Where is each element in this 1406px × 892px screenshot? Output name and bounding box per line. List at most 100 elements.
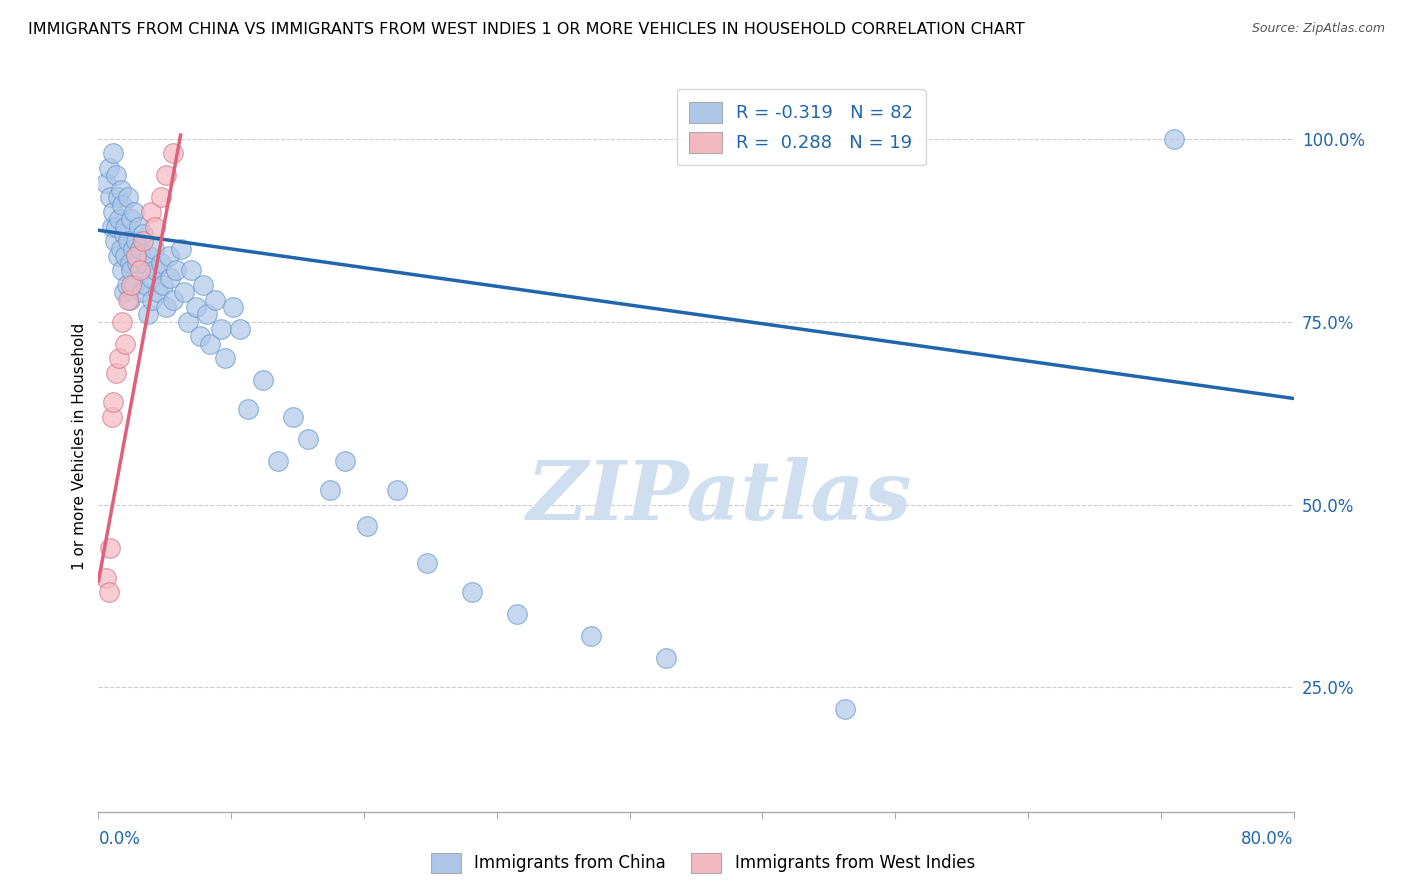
Point xyxy=(214,351,236,366)
Point xyxy=(356,519,378,533)
Point xyxy=(97,585,120,599)
Point xyxy=(319,483,342,497)
Point xyxy=(188,329,211,343)
Text: ZIPatlas: ZIPatlas xyxy=(527,458,912,537)
Point xyxy=(506,607,529,622)
Point xyxy=(281,409,304,424)
Point xyxy=(107,190,129,204)
Point xyxy=(98,190,122,204)
Point xyxy=(162,293,184,307)
Point xyxy=(150,190,173,204)
Point xyxy=(124,278,146,293)
Point xyxy=(97,161,120,175)
Point xyxy=(127,256,149,270)
Point xyxy=(155,169,177,183)
Point xyxy=(165,263,187,277)
Point xyxy=(114,336,136,351)
Text: 0.0%: 0.0% xyxy=(98,830,141,848)
Point xyxy=(118,293,141,307)
Point xyxy=(101,219,124,234)
Point xyxy=(117,190,139,204)
Point xyxy=(114,219,136,234)
Point xyxy=(105,219,128,234)
Legend: R = -0.319   N = 82, R =  0.288   N = 19: R = -0.319 N = 82, R = 0.288 N = 19 xyxy=(676,89,927,165)
Point xyxy=(105,169,128,183)
Point xyxy=(132,227,155,241)
Point xyxy=(136,307,159,321)
Point xyxy=(138,249,160,263)
Point xyxy=(112,227,135,241)
Text: IMMIGRANTS FROM CHINA VS IMMIGRANTS FROM WEST INDIES 1 OR MORE VEHICLES IN HOUSE: IMMIGRANTS FROM CHINA VS IMMIGRANTS FROM… xyxy=(28,22,1025,37)
Point xyxy=(222,300,245,314)
Point xyxy=(104,234,127,248)
Point xyxy=(117,293,139,307)
Point xyxy=(124,205,146,219)
Point xyxy=(143,219,166,234)
Point xyxy=(103,146,125,161)
Point xyxy=(135,278,157,293)
Point xyxy=(191,278,214,293)
Point xyxy=(655,651,678,665)
Point xyxy=(1163,132,1185,146)
Point xyxy=(162,146,184,161)
Point xyxy=(581,629,603,643)
Point xyxy=(416,556,439,570)
Point xyxy=(121,242,143,256)
Point xyxy=(108,351,131,366)
Point xyxy=(148,285,170,300)
Point xyxy=(103,395,125,409)
Point xyxy=(297,432,319,446)
Point xyxy=(111,315,134,329)
Point xyxy=(180,263,202,277)
Point xyxy=(125,234,148,248)
Point xyxy=(112,285,135,300)
Point xyxy=(333,453,356,467)
Point xyxy=(142,242,165,256)
Point xyxy=(94,176,117,190)
Text: 80.0%: 80.0% xyxy=(1241,830,1294,848)
Point xyxy=(131,285,153,300)
Point xyxy=(267,453,290,467)
Point xyxy=(152,278,174,293)
Point xyxy=(120,212,142,227)
Point xyxy=(98,541,122,556)
Point xyxy=(209,322,232,336)
Point xyxy=(114,249,136,263)
Point xyxy=(103,205,125,219)
Point xyxy=(115,278,138,293)
Point xyxy=(110,183,132,197)
Point xyxy=(132,234,155,248)
Point xyxy=(184,300,207,314)
Point xyxy=(155,300,177,314)
Point xyxy=(120,278,142,293)
Point xyxy=(118,256,141,270)
Point xyxy=(204,293,226,307)
Point xyxy=(385,483,409,497)
Point xyxy=(111,197,134,211)
Text: Source: ZipAtlas.com: Source: ZipAtlas.com xyxy=(1251,22,1385,36)
Point xyxy=(173,285,195,300)
Point xyxy=(143,263,166,277)
Point xyxy=(169,242,191,256)
Point xyxy=(107,249,129,263)
Point xyxy=(157,249,180,263)
Y-axis label: 1 or more Vehicles in Household: 1 or more Vehicles in Household xyxy=(72,322,87,570)
Point xyxy=(94,571,117,585)
Point xyxy=(200,336,222,351)
Point xyxy=(108,212,131,227)
Point xyxy=(125,249,148,263)
Point xyxy=(139,270,162,285)
Point xyxy=(110,242,132,256)
Point xyxy=(461,585,484,599)
Point xyxy=(105,366,128,380)
Point xyxy=(236,402,259,417)
Point xyxy=(128,219,150,234)
Point xyxy=(129,263,152,277)
Point xyxy=(197,307,219,321)
Point xyxy=(229,322,252,336)
Point xyxy=(117,234,139,248)
Legend: Immigrants from China, Immigrants from West Indies: Immigrants from China, Immigrants from W… xyxy=(425,847,981,880)
Point xyxy=(139,205,162,219)
Point xyxy=(134,256,156,270)
Point xyxy=(834,702,856,716)
